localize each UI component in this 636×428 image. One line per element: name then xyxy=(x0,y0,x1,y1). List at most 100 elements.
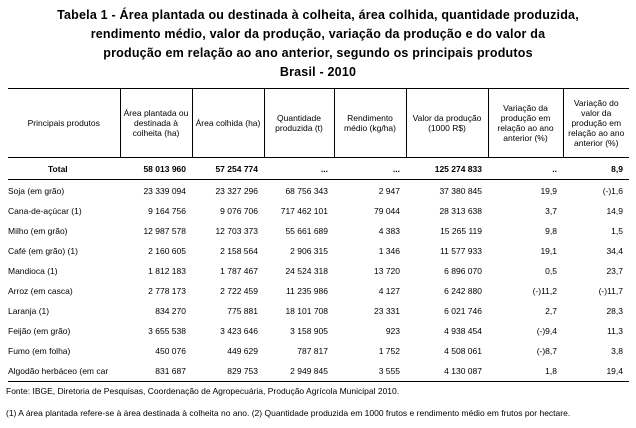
table-row: Soja (em grão) 23 339 094 23 327 296 68 756… xyxy=(8,181,629,201)
table-cell: (-)8,7 xyxy=(536,346,557,356)
separator-row xyxy=(8,179,629,181)
table-cell: 834 270 xyxy=(155,306,186,316)
table-cell: 13 720 xyxy=(374,266,400,276)
table-cell: 829 753 xyxy=(192,361,264,382)
table-cell: 34,4 xyxy=(606,246,623,256)
column-header: Área plantada ou destinada à colheita (h… xyxy=(119,88,192,158)
table-cell: 28 313 638 xyxy=(439,206,482,216)
table-cell: 3,8 xyxy=(611,346,623,356)
table-cell: 3 423 646 xyxy=(220,326,258,336)
table-cell: 57 254 774 xyxy=(215,163,258,174)
source-note: Fonte: IBGE, Diretoria de Pesquisas, Coo… xyxy=(6,386,400,396)
table-cell: 3 555 xyxy=(334,361,406,382)
table-cell: (-)9,4 xyxy=(536,326,557,336)
table-cell: 1,5 xyxy=(611,226,623,236)
column-header: Quantidade produzida (t) xyxy=(263,88,334,158)
table-cell: 23 339 094 xyxy=(143,186,186,196)
table-row: Milho (em grão) 12 987 578 12 703 373 55 66… xyxy=(8,221,629,241)
table-cell: 4 127 xyxy=(378,286,400,296)
table-cell: 1 812 183 xyxy=(148,266,186,276)
footnote: (1) A área plantada refere-se à área des… xyxy=(6,408,571,418)
total-row: Total 58 013 960 57 254 774 ... ... 125 … xyxy=(8,158,629,180)
product-name: Fumo (em folha) xyxy=(8,346,71,356)
table-cell: 831 687 xyxy=(120,361,192,382)
column-header: Área colhida (ha) xyxy=(191,88,264,158)
table-cell: 2 158 564 xyxy=(220,246,258,256)
table-cell: 19,4 xyxy=(563,361,629,382)
table-cell: 11 235 986 xyxy=(286,286,328,296)
column-header: Variação do valor da produção em relação… xyxy=(562,88,629,158)
table-cell: 6 242 880 xyxy=(444,286,482,296)
table-cell: 4 508 061 xyxy=(444,346,482,356)
table-cell: 58 013 960 xyxy=(143,163,186,174)
header-row: Principais produtos Área plantada ou des… xyxy=(8,88,629,158)
table-cell: .. xyxy=(552,163,557,174)
table-row: Fumo (em folha) 450 076 449 629 787 817 1 75… xyxy=(8,341,629,361)
column-header: Principais produtos xyxy=(8,88,120,158)
table-cell: 0,5 xyxy=(545,266,557,276)
table-cell: 775 881 xyxy=(227,306,258,316)
table-cell: 12 987 578 xyxy=(143,226,186,236)
table-cell: 9,8 xyxy=(545,226,557,236)
table-cell: 2 722 459 xyxy=(220,286,258,296)
table-cell: 4 938 454 xyxy=(444,326,482,336)
table-cell: 23 327 296 xyxy=(215,186,258,196)
product-name: Arroz (em casca) xyxy=(8,286,73,296)
table-cell: 24 524 318 xyxy=(285,266,328,276)
table-cell: 2 160 605 xyxy=(148,246,186,256)
table-cell: 6 896 070 xyxy=(444,266,482,276)
table-cell: 12 703 373 xyxy=(215,226,258,236)
table-cell: 3 158 905 xyxy=(290,326,328,336)
table-cell: 11 577 933 xyxy=(440,246,482,256)
table-row: Café (em grão) (1) 2 160 605 2 158 564 2 90… xyxy=(8,241,629,261)
table-cell: 717 462 101 xyxy=(280,206,328,216)
table-cell: 449 629 xyxy=(227,346,258,356)
table-cell: 1 787 467 xyxy=(220,266,258,276)
table-cell: (-)11,2 xyxy=(532,286,557,296)
product-name: Laranja (1) xyxy=(8,306,50,316)
table-cell: 450 076 xyxy=(155,346,186,356)
table-cell: 14,9 xyxy=(606,206,623,216)
table-cell: 28,3 xyxy=(606,306,623,316)
table-cell: 1 752 xyxy=(378,346,400,356)
data-table: Principais produtos Área plantada ou des… xyxy=(8,88,629,382)
table-cell: 125 274 833 xyxy=(434,163,482,174)
table-cell: 1,8 xyxy=(488,361,563,382)
table-cell: 19,9 xyxy=(540,186,557,196)
table-cell: 11,3 xyxy=(607,326,623,336)
table-cell: 2 949 845 xyxy=(264,361,334,382)
table-cell: ... xyxy=(392,163,400,174)
table-cell: 3,7 xyxy=(545,206,557,216)
table-cell: 923 xyxy=(385,326,400,336)
table-row: Feijão (em grão) 3 655 538 3 423 646 3 158 … xyxy=(8,321,629,341)
table-title: Tabela 1 - Área plantada ou destinada à … xyxy=(0,6,636,82)
table-cell: 4 130 087 xyxy=(406,361,488,382)
title-line: Tabela 1 - Área plantada ou destinada à … xyxy=(57,8,579,22)
table-cell: 3 655 538 xyxy=(148,326,186,336)
table-cell: ... xyxy=(320,163,328,174)
table-cell: 19,1 xyxy=(540,246,557,256)
table-cell: 2 947 xyxy=(378,186,400,196)
table-cell: 9 076 706 xyxy=(220,206,258,216)
table-cell: (-)11,7 xyxy=(598,286,623,296)
column-header: Rendimento médio (kg/ha) xyxy=(333,88,406,158)
product-name: Milho (em grão) xyxy=(8,226,68,236)
column-header: Valor da produção (1000 R$) xyxy=(405,88,488,158)
table-row: Laranja (1) 834 270 775 881 18 101 708 23 33… xyxy=(8,301,629,321)
table-row: Arroz (em casca) 2 778 173 2 722 459 11 235… xyxy=(8,281,629,301)
table-cell: 55 661 689 xyxy=(285,226,328,236)
divider xyxy=(8,179,629,181)
table-cell: 2 906 315 xyxy=(290,246,328,256)
product-name: Algodão herbáceo (em car xyxy=(8,361,120,382)
table-cell: 2,7 xyxy=(545,306,557,316)
table-cell: 4 383 xyxy=(378,226,400,236)
table-cell: (-)1,6 xyxy=(602,186,623,196)
product-name: Feijão (em grão) xyxy=(8,326,71,336)
table-cell: 8,9 xyxy=(611,163,623,174)
table-row: Mandioca (1) 1 812 183 1 787 467 24 524 318… xyxy=(8,261,629,281)
table-row: Algodão herbáceo (em car 831 687 829 753 2 … xyxy=(8,361,629,382)
table-cell: 23 331 xyxy=(374,306,400,316)
product-name: Soja (em grão) xyxy=(8,186,65,196)
column-header: Variação da produção em relação ao ano a… xyxy=(487,88,563,158)
table-row: Cana-de-açúcar (1) 9 164 756 9 076 706 717 … xyxy=(8,201,629,221)
